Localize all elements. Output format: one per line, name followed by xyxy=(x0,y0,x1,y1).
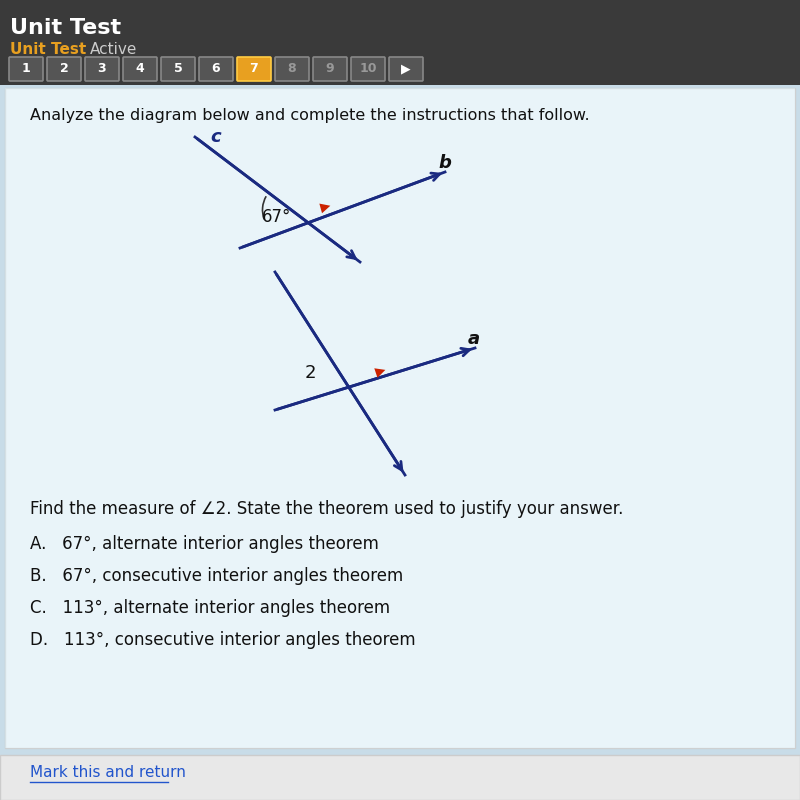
Text: 4: 4 xyxy=(136,62,144,75)
FancyBboxPatch shape xyxy=(0,0,800,85)
Text: Find the measure of ∠2. State the theorem used to justify your answer.: Find the measure of ∠2. State the theore… xyxy=(30,500,623,518)
FancyBboxPatch shape xyxy=(123,57,157,81)
Text: Active: Active xyxy=(90,42,138,57)
FancyBboxPatch shape xyxy=(161,57,195,81)
Text: Unit Test: Unit Test xyxy=(10,42,86,57)
Text: c: c xyxy=(210,128,221,146)
Text: 2: 2 xyxy=(60,62,68,75)
Text: 10: 10 xyxy=(359,62,377,75)
Text: 2: 2 xyxy=(305,364,317,382)
Text: 6: 6 xyxy=(212,62,220,75)
FancyBboxPatch shape xyxy=(9,57,43,81)
Text: b: b xyxy=(438,154,451,172)
Text: 1: 1 xyxy=(22,62,30,75)
Text: D.   113°, consecutive interior angles theorem: D. 113°, consecutive interior angles the… xyxy=(30,631,416,649)
Text: A.   67°, alternate interior angles theorem: A. 67°, alternate interior angles theore… xyxy=(30,535,379,553)
Text: 67°: 67° xyxy=(262,208,291,226)
Text: 3: 3 xyxy=(98,62,106,75)
Text: 8: 8 xyxy=(288,62,296,75)
Text: B.   67°, consecutive interior angles theorem: B. 67°, consecutive interior angles theo… xyxy=(30,567,403,585)
FancyBboxPatch shape xyxy=(389,57,423,81)
Text: Unit Test: Unit Test xyxy=(10,18,121,38)
FancyBboxPatch shape xyxy=(5,88,795,748)
FancyBboxPatch shape xyxy=(47,57,81,81)
Text: Mark this and return: Mark this and return xyxy=(30,765,186,780)
Text: Analyze the diagram below and complete the instructions that follow.: Analyze the diagram below and complete t… xyxy=(30,108,590,123)
Text: ▶: ▶ xyxy=(401,62,411,75)
FancyBboxPatch shape xyxy=(0,755,800,800)
Text: 9: 9 xyxy=(326,62,334,75)
FancyBboxPatch shape xyxy=(313,57,347,81)
Text: a: a xyxy=(468,330,480,348)
Text: C.   113°, alternate interior angles theorem: C. 113°, alternate interior angles theor… xyxy=(30,599,390,617)
FancyBboxPatch shape xyxy=(237,57,271,81)
FancyBboxPatch shape xyxy=(85,57,119,81)
FancyBboxPatch shape xyxy=(275,57,309,81)
FancyBboxPatch shape xyxy=(5,88,795,748)
Text: 7: 7 xyxy=(250,62,258,75)
FancyBboxPatch shape xyxy=(351,57,385,81)
Text: 5: 5 xyxy=(174,62,182,75)
FancyBboxPatch shape xyxy=(199,57,233,81)
